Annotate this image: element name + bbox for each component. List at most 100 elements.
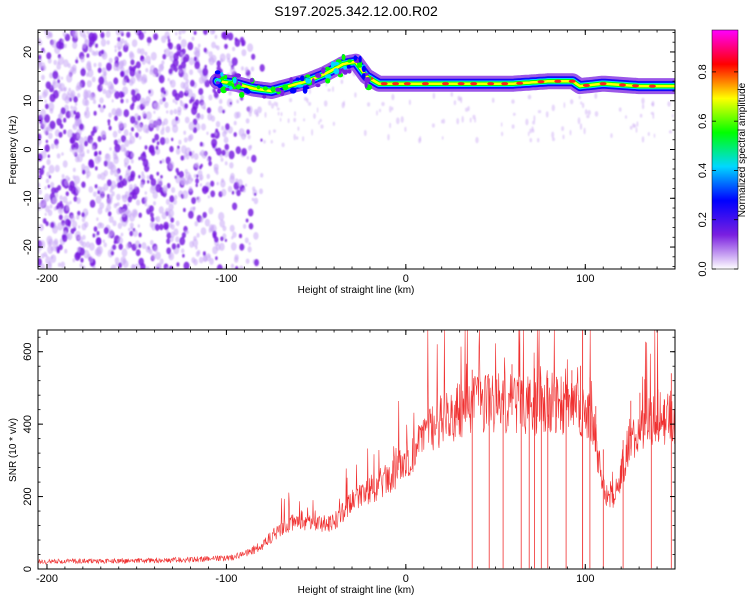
spectrogram-noise-blob <box>97 135 102 142</box>
spectrogram-noise-blob <box>138 31 145 41</box>
spectrogram-noise-blob <box>236 189 241 197</box>
spectrogram-noise-blob <box>152 138 156 143</box>
spectrogram-noise-blob <box>145 68 149 73</box>
spectrogram-noise-blob <box>167 38 171 43</box>
spectrogram-ridge-blob <box>300 75 305 82</box>
spectrogram-faint-blob <box>537 138 540 143</box>
spectrogram-x-tick-label: -100 <box>215 273 237 285</box>
spectrogram-faint-blob <box>501 131 504 137</box>
spectrogram-faint-blob <box>391 106 394 111</box>
spectrogram-faint-blob <box>311 129 314 136</box>
spectrogram-noise-blob <box>220 157 224 162</box>
spectrogram-noise-blob <box>116 193 121 201</box>
spectrogram-noise-blob <box>100 222 105 229</box>
spectrogram-noise-blob <box>191 93 196 100</box>
spectrogram-noise-blob <box>86 53 90 58</box>
spectrogram-noise-blob <box>56 41 62 49</box>
spectrogram-noise-blob <box>48 164 55 174</box>
spectrogram-faint-blob <box>255 111 259 118</box>
spectrogram-ridge-blob <box>364 81 368 89</box>
spectrogram-noise-blob <box>182 253 185 258</box>
spectrogram-ridge-blob <box>249 78 254 83</box>
spectrogram-noise-blob <box>83 94 88 100</box>
spectrogram-noise-blob <box>130 264 137 269</box>
spectrogram-noise-blob <box>50 222 55 228</box>
spectrogram-faint-blob <box>586 114 590 119</box>
spectrogram-noise-blob <box>194 99 200 106</box>
spectrogram-noise-blob <box>239 265 244 269</box>
spectrogram-noise-blob <box>242 187 246 193</box>
spectrogram-noise-blob <box>193 163 197 168</box>
spectrogram-ridge-blob <box>343 65 347 70</box>
spectrogram-faint-blob <box>569 129 572 136</box>
spectrogram-noise-blob <box>105 208 109 213</box>
spectrogram-noise-blob <box>118 243 123 250</box>
spectrogram-noise-blob <box>260 138 263 142</box>
spectrogram-noise-blob <box>195 113 201 121</box>
spectrogram-noise-blob <box>106 40 110 45</box>
spectrogram-noise-blob <box>38 182 41 188</box>
spectrogram-noise-blob <box>136 123 143 133</box>
spectrogram-noise-blob <box>211 133 216 139</box>
spectrogram-noise-blob <box>224 43 228 50</box>
spectrogram-noise-blob <box>88 159 94 166</box>
spectrogram-noise-blob <box>222 31 229 40</box>
spectrogram-ridge-blob <box>364 77 371 83</box>
spectrogram-noise-blob <box>127 165 131 171</box>
spectrogram-noise-blob <box>45 254 48 258</box>
spectrogram-noise-blob <box>132 229 138 237</box>
spectrogram-noise-blob <box>72 258 76 263</box>
spectrogram-noise-blob <box>54 138 59 146</box>
spectrogram-noise-blob <box>231 57 238 66</box>
spectrogram-noise-blob <box>129 230 134 237</box>
spectrogram-noise-blob <box>118 91 124 99</box>
spectrogram-noise-blob <box>101 195 104 199</box>
spectrogram-noise-blob <box>171 187 176 193</box>
spectrogram-faint-blob <box>332 86 334 92</box>
spectrogram-noise-blob <box>134 113 139 120</box>
spectrogram-ridge-blob <box>338 68 342 75</box>
spectrogram-x-tick-label: -200 <box>36 273 58 285</box>
spectrogram-noise-blob <box>114 257 120 264</box>
spectrogram-noise-blob <box>85 72 89 77</box>
spectrogram-noise-blob <box>54 164 60 173</box>
spectrogram-noise-blob <box>213 91 219 99</box>
spectrogram-noise-blob <box>89 139 94 145</box>
spectrogram-faint-blob <box>491 97 495 103</box>
spectrogram-ridge-blob <box>333 68 340 75</box>
spectrogram-noise-blob <box>204 64 207 69</box>
spectrogram-noise-blob <box>50 143 55 150</box>
spectrogram-noise-blob <box>121 248 128 257</box>
spectrogram-noise-blob <box>53 246 58 252</box>
spectrogram-faint-blob <box>594 111 599 117</box>
spectrogram-noise-blob <box>65 201 70 208</box>
spectrogram-faint-blob <box>450 92 454 97</box>
spectrogram-noise-blob <box>129 135 136 144</box>
spectrogram-noise-blob <box>110 169 114 176</box>
spectrogram-noise-blob <box>215 128 219 133</box>
spectrogram-noise-blob <box>181 145 187 154</box>
spectrogram-faint-blob <box>396 117 400 125</box>
spectrogram-noise-blob <box>158 206 164 214</box>
spectrogram-noise-blob <box>114 184 117 188</box>
spectrogram-noise-blob <box>155 183 162 193</box>
spectrogram-noise-blob <box>136 199 141 206</box>
spectrogram-noise-blob <box>68 69 74 77</box>
spectrogram-noise-blob <box>124 139 130 148</box>
spectrogram-noise-blob <box>63 117 67 123</box>
spectrogram-noise-blob <box>170 224 175 230</box>
spectrogram-noise-blob <box>103 242 108 248</box>
spectrogram-noise-blob <box>57 222 63 231</box>
spectrogram-noise-blob <box>175 31 178 36</box>
spectrogram-faint-blob <box>594 93 598 99</box>
spectrogram-noise-blob <box>213 166 219 174</box>
spectrogram-noise-blob <box>230 242 237 251</box>
spectrogram-faint-blob <box>531 128 535 133</box>
spectrogram-noise-blob <box>178 30 182 35</box>
spectrogram-noise-blob <box>236 111 241 119</box>
spectrogram-noise-blob <box>199 183 203 187</box>
spectrogram-ridge-peak <box>554 79 562 83</box>
spectrogram-ridge-blob <box>270 86 276 93</box>
spectrogram-noise-blob <box>88 46 93 53</box>
spectrogram-noise-blob <box>224 143 230 151</box>
